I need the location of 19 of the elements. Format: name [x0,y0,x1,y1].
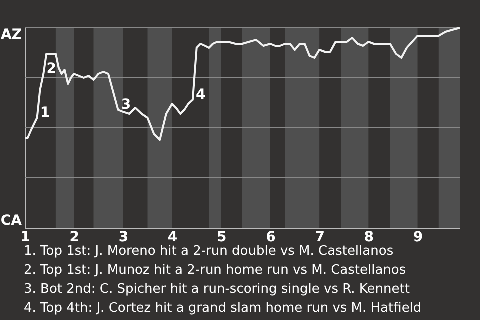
text: 3. Bot 2nd: C. Spicher hit a run-scoring single vs R. Kennett [24,282,410,297]
x-tick-label: 5 [217,230,227,246]
text: AZ [1,27,22,43]
x-tick-label: 2 [70,230,80,246]
text: 4. Top 4th: J. Cortez hit a grand slam home run vs M. Hatfield [24,301,422,316]
x-tick-label: 8 [364,230,374,246]
x-tick-label: 1 [20,230,30,246]
x-tick-label: 7 [315,230,325,246]
annotation: 1 [40,105,50,121]
text: CA [0,213,22,229]
x-tick-label: 6 [266,230,276,246]
text: 1. Top 1st: J. Moreno hit a 2-run double vs M. Castellanos [24,244,394,259]
x-tick-label: 9 [413,230,424,246]
x-tick-label: 4 [168,230,178,246]
annotation: 3 [121,97,132,113]
x-tick-label: 3 [118,230,129,246]
text: 2. Top 1st: J. Munoz hit a 2-run home run vs M. Castellanos [24,263,406,278]
annotation: 2 [46,61,57,77]
annotation: 4 [196,87,206,103]
